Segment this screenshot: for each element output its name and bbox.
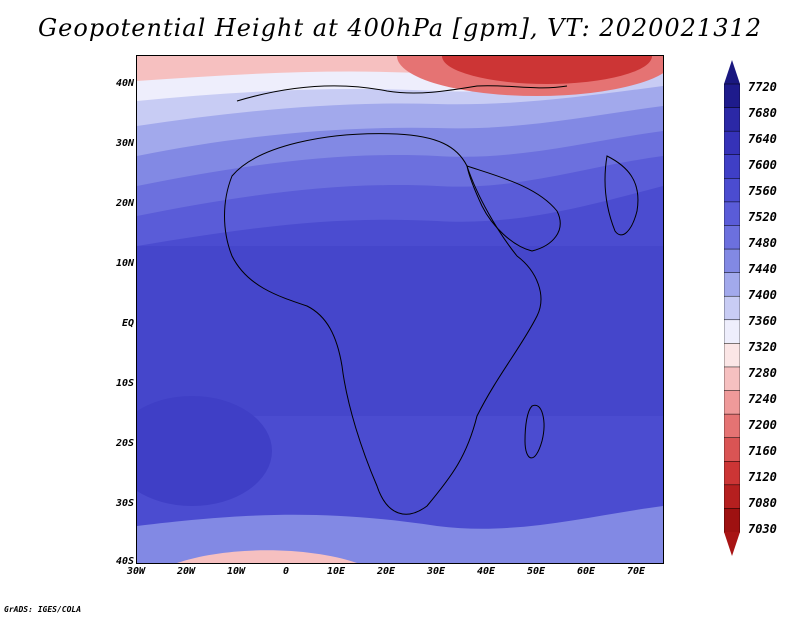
colorbar-cell [724, 178, 740, 203]
trough-dark [442, 56, 652, 84]
lon-label-10e: 10E [326, 566, 346, 577]
colorbar-label-7520: 7520 [748, 210, 777, 224]
lon-label-10w: 10W [226, 566, 246, 577]
africa-coastline [224, 133, 542, 515]
colorbar-label-7280: 7280 [748, 366, 777, 380]
lat-label-40n: 40N [115, 78, 134, 89]
lat-label-eq: EQ [121, 318, 134, 329]
colorbar-cell [724, 272, 740, 297]
colorbar-cell [724, 225, 740, 250]
colorbar-cell [724, 295, 740, 321]
map-title: Geopotential Height at 400hPa [gpm], VT:… [38, 14, 762, 42]
colorbar-top-cap [724, 60, 740, 84]
lat-label-30n: 30N [115, 138, 134, 149]
colorbar-bottom-cap [724, 532, 740, 556]
colorbar-cell [724, 201, 740, 227]
colorbar-label-7200: 7200 [748, 418, 777, 432]
colorbar-label-7480: 7480 [748, 236, 777, 250]
lat-label-10s: 10S [115, 378, 134, 389]
colorbar-label-7240: 7240 [748, 392, 777, 406]
colorbar-label-7120: 7120 [748, 470, 777, 484]
colorbar-cell [724, 107, 740, 132]
lon-label-30w: 30W [126, 566, 146, 577]
colorbar-label-7720: 7720 [748, 80, 777, 94]
field-tropics [137, 246, 663, 416]
lon-label-70e: 70E [626, 566, 646, 577]
lon-label-50e: 50E [526, 566, 546, 577]
lat-label-30s: 30S [115, 498, 134, 509]
colorbar-cell [724, 319, 740, 345]
colorbar-cell [724, 154, 740, 180]
lat-label-10n: 10N [115, 258, 134, 269]
lat-label-20n: 20N [115, 198, 134, 209]
geopotential-map [136, 55, 664, 564]
grads-credit: GrADS: IGES/COLA [4, 605, 82, 614]
colorbar-cell [724, 130, 740, 156]
india-coastline [604, 155, 639, 236]
arabia-coastline [466, 165, 561, 252]
colorbar-cell [724, 437, 740, 463]
europe-coastline [236, 85, 568, 102]
colorbar-cell [724, 461, 740, 486]
colorbar-cell [724, 83, 740, 109]
colorbar-label-7600: 7600 [748, 158, 777, 172]
colorbar-label-7440: 7440 [748, 262, 777, 276]
colorbar-cell [724, 343, 740, 368]
colorbar-label-7640: 7640 [748, 132, 777, 146]
colorbar-label-7320: 7320 [748, 340, 777, 354]
colorbar-cell [724, 508, 740, 533]
lat-label-20s: 20S [115, 438, 134, 449]
madagascar-coastline [524, 404, 545, 459]
colorbar-cell [724, 484, 740, 510]
colorbar-label-7680: 7680 [748, 106, 777, 120]
colorbar-label-7030: 7030 [748, 522, 777, 536]
lon-label-60e: 60E [576, 566, 596, 577]
colorbar-label-7160: 7160 [748, 444, 777, 458]
colorbar-cell [724, 366, 740, 392]
colorbar-label-7080: 7080 [748, 496, 777, 510]
lon-label-20w: 20W [176, 566, 196, 577]
lon-label-0: 0 [282, 566, 290, 577]
colorbar-label-7400: 7400 [748, 288, 777, 302]
lat-label-40s: 40S [115, 556, 134, 567]
map-field [137, 56, 663, 563]
band-south-pink [177, 550, 357, 563]
colorbar-label-7560: 7560 [748, 184, 777, 198]
colorbar [724, 60, 740, 556]
lon-label-30e: 30E [426, 566, 446, 577]
colorbar-cell [724, 248, 740, 274]
colorbar-cell [724, 390, 740, 415]
lon-label-40e: 40E [476, 566, 496, 577]
field-south-low [137, 396, 272, 506]
colorbar-cells [724, 83, 740, 533]
colorbar-cell [724, 413, 740, 439]
band-south-light [137, 506, 663, 563]
lon-label-20e: 20E [376, 566, 396, 577]
colorbar-label-7360: 7360 [748, 314, 777, 328]
